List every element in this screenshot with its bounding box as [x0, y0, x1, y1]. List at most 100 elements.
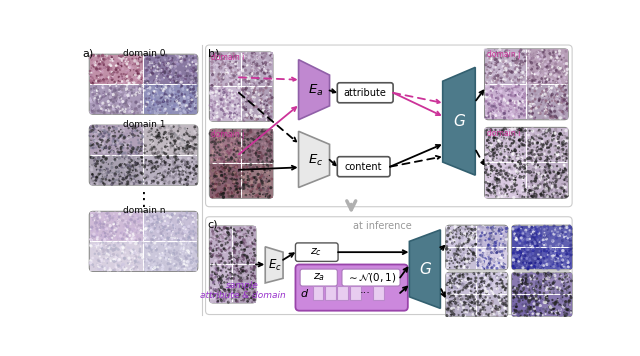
Point	[168, 229, 179, 235]
Point	[484, 174, 494, 179]
Point	[550, 282, 561, 288]
Point	[525, 313, 535, 319]
Point	[143, 79, 153, 84]
Point	[247, 112, 257, 118]
Point	[207, 93, 218, 99]
Point	[115, 59, 125, 64]
Point	[191, 224, 202, 230]
Point	[527, 194, 538, 199]
Point	[214, 136, 225, 141]
Point	[536, 76, 547, 82]
Point	[246, 98, 257, 104]
Point	[486, 127, 497, 133]
Point	[207, 68, 217, 74]
Point	[226, 88, 236, 94]
Point	[513, 235, 523, 241]
Point	[111, 148, 121, 154]
Text: b): b)	[208, 49, 220, 59]
Point	[147, 127, 157, 133]
Point	[158, 233, 168, 239]
Point	[221, 279, 231, 285]
Point	[533, 254, 543, 260]
Point	[251, 179, 261, 184]
Point	[473, 262, 483, 267]
Point	[216, 242, 227, 248]
Point	[157, 250, 168, 255]
Point	[104, 251, 115, 256]
Point	[446, 308, 456, 314]
Point	[481, 88, 491, 94]
Point	[185, 101, 195, 107]
Point	[224, 95, 234, 101]
Point	[511, 304, 522, 309]
Point	[234, 298, 244, 304]
Point	[116, 246, 126, 251]
Point	[115, 100, 125, 106]
Point	[116, 92, 127, 98]
Point	[480, 238, 490, 244]
Point	[218, 286, 228, 292]
Point	[174, 245, 184, 250]
Point	[140, 236, 150, 242]
Point	[254, 63, 264, 69]
Point	[187, 53, 197, 59]
Point	[512, 126, 522, 132]
Point	[542, 285, 552, 290]
Point	[232, 293, 243, 299]
Point	[499, 176, 509, 182]
Point	[141, 125, 152, 131]
Point	[216, 279, 226, 284]
Point	[104, 75, 115, 81]
Point	[527, 70, 537, 76]
Point	[492, 180, 502, 185]
Point	[189, 224, 200, 230]
Point	[228, 290, 239, 295]
Point	[266, 96, 276, 101]
Point	[488, 78, 498, 83]
Point	[515, 229, 525, 235]
Point	[497, 226, 508, 232]
Point	[554, 84, 564, 90]
Point	[260, 160, 271, 166]
Point	[510, 80, 520, 86]
Point	[545, 153, 556, 159]
Point	[191, 240, 202, 245]
Point	[182, 107, 192, 112]
Point	[248, 60, 259, 66]
Point	[143, 251, 154, 257]
Point	[261, 64, 271, 70]
Point	[208, 90, 218, 96]
Point	[126, 99, 136, 105]
Point	[241, 192, 252, 197]
Point	[534, 152, 545, 158]
Point	[500, 187, 511, 192]
Point	[128, 169, 138, 174]
Point	[149, 226, 159, 232]
Point	[151, 130, 161, 135]
Point	[118, 142, 129, 148]
Point	[244, 171, 255, 177]
Point	[553, 171, 563, 176]
Point	[169, 225, 179, 231]
Point	[182, 182, 193, 187]
Point	[113, 105, 123, 111]
Point	[104, 88, 114, 94]
Point	[162, 66, 172, 72]
Point	[554, 84, 564, 90]
Point	[166, 95, 177, 101]
Point	[490, 174, 500, 180]
Point	[486, 115, 496, 121]
Point	[106, 233, 116, 239]
Point	[141, 173, 152, 178]
Point	[88, 75, 98, 81]
Point	[248, 271, 258, 276]
Point	[525, 189, 536, 195]
Point	[461, 253, 471, 259]
Point	[151, 167, 161, 172]
Point	[185, 144, 195, 150]
Point	[114, 176, 124, 182]
Point	[118, 232, 129, 238]
Point	[466, 305, 476, 311]
Point	[250, 137, 260, 143]
Point	[500, 70, 510, 76]
